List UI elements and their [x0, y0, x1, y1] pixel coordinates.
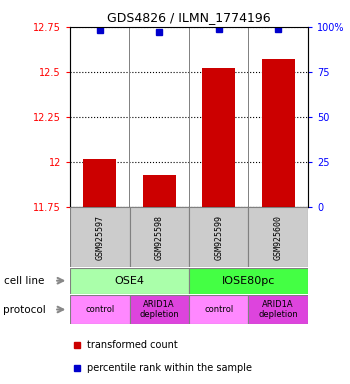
- Bar: [143, 175, 176, 207]
- Bar: [70, 268, 189, 294]
- Text: GSM925597: GSM925597: [95, 215, 104, 260]
- Text: GSM925600: GSM925600: [274, 215, 283, 260]
- Bar: [70, 295, 130, 324]
- Text: ARID1A
depletion: ARID1A depletion: [139, 300, 179, 319]
- Bar: [130, 207, 189, 267]
- Text: control: control: [85, 305, 114, 314]
- Text: transformed count: transformed count: [87, 340, 177, 350]
- Text: GSM925598: GSM925598: [155, 215, 164, 260]
- Text: IOSE80pc: IOSE80pc: [222, 276, 275, 286]
- Bar: [248, 207, 308, 267]
- Text: ARID1A
depletion: ARID1A depletion: [258, 300, 298, 319]
- Title: GDS4826 / ILMN_1774196: GDS4826 / ILMN_1774196: [107, 11, 271, 24]
- Bar: [262, 60, 295, 207]
- Bar: [189, 268, 308, 294]
- Bar: [248, 295, 308, 324]
- Bar: [70, 207, 130, 267]
- Bar: [189, 295, 248, 324]
- Bar: [83, 159, 116, 207]
- Text: GSM925599: GSM925599: [214, 215, 223, 260]
- Bar: [189, 207, 248, 267]
- Text: percentile rank within the sample: percentile rank within the sample: [87, 362, 252, 373]
- Bar: [202, 68, 235, 207]
- Bar: [130, 295, 189, 324]
- Text: cell line: cell line: [4, 276, 44, 286]
- Text: OSE4: OSE4: [114, 276, 145, 286]
- Text: control: control: [204, 305, 233, 314]
- Text: protocol: protocol: [4, 305, 46, 314]
